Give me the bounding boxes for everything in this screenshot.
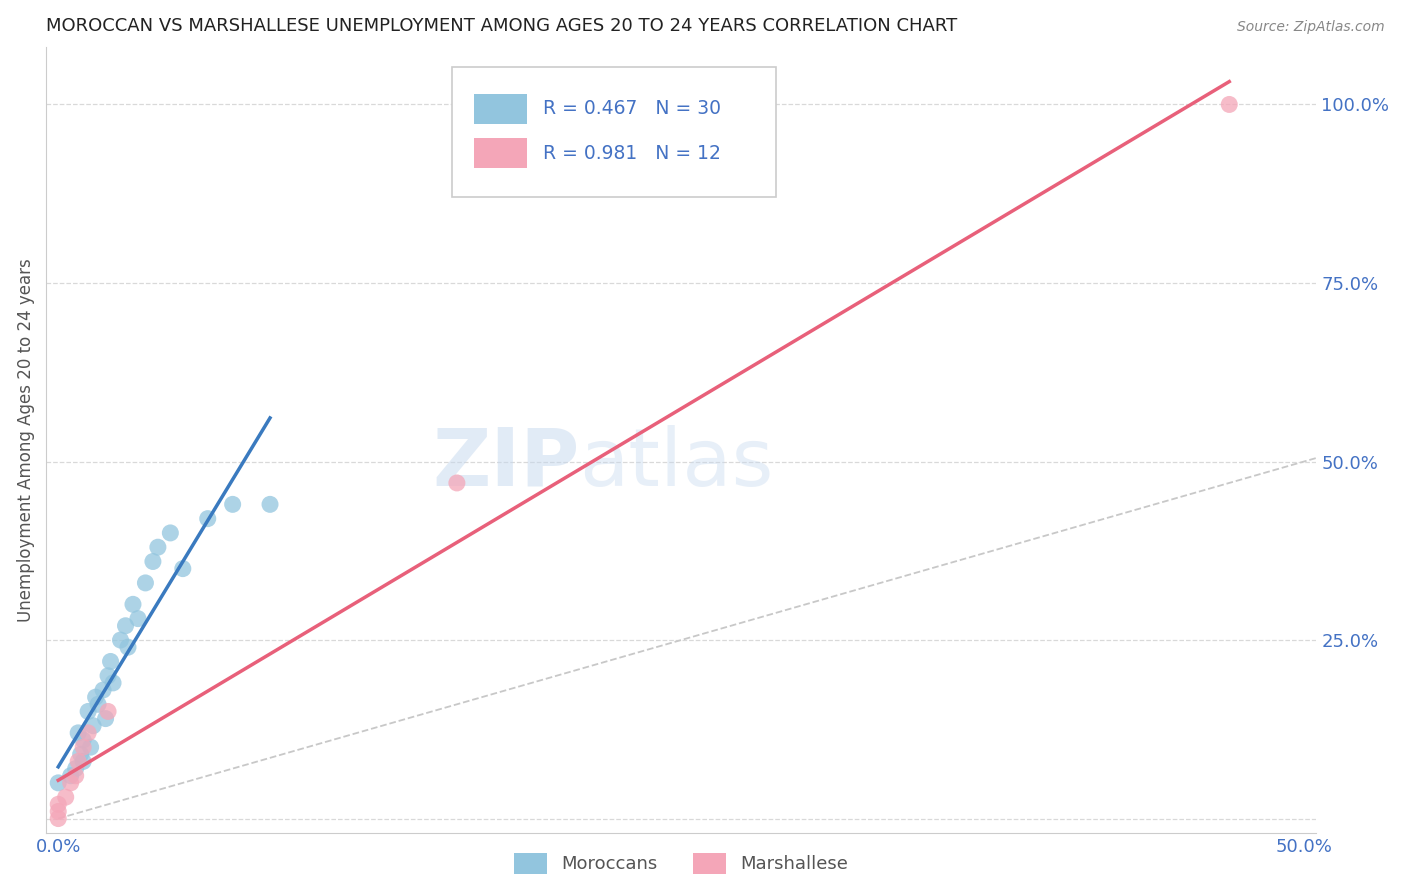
Point	[142, 554, 165, 568]
Point	[101, 676, 124, 690]
Point	[67, 755, 90, 769]
Point	[446, 475, 468, 490]
Point	[114, 619, 136, 633]
Text: Source: ZipAtlas.com: Source: ZipAtlas.com	[1237, 20, 1385, 34]
Point	[82, 719, 104, 733]
Text: atlas: atlas	[579, 425, 773, 503]
Point	[110, 633, 132, 648]
Point	[65, 769, 87, 783]
Point	[77, 705, 100, 719]
Text: R = 0.981   N = 12: R = 0.981 N = 12	[543, 144, 720, 163]
Text: R = 0.467   N = 30: R = 0.467 N = 30	[543, 99, 721, 118]
Point	[87, 698, 110, 712]
Bar	[474, 138, 527, 169]
Point	[84, 690, 107, 705]
FancyBboxPatch shape	[453, 67, 776, 196]
Point	[46, 776, 69, 790]
Point	[97, 669, 120, 683]
Point	[134, 575, 156, 590]
Point	[100, 655, 122, 669]
Legend: Moroccans, Marshallese: Moroccans, Marshallese	[505, 844, 858, 883]
Text: ZIP: ZIP	[432, 425, 579, 503]
Point	[67, 726, 90, 740]
Bar	[474, 94, 527, 123]
Point	[172, 561, 194, 575]
Point	[72, 740, 94, 755]
Point	[91, 683, 114, 698]
Point	[46, 805, 69, 819]
Point	[146, 540, 169, 554]
Point	[94, 712, 117, 726]
Point	[59, 776, 82, 790]
Point	[159, 525, 181, 540]
Point	[197, 511, 219, 525]
Point	[122, 598, 145, 612]
Point	[79, 740, 101, 755]
Y-axis label: Unemployment Among Ages 20 to 24 years: Unemployment Among Ages 20 to 24 years	[17, 258, 35, 622]
Point	[77, 726, 100, 740]
Text: MOROCCAN VS MARSHALLESE UNEMPLOYMENT AMONG AGES 20 TO 24 YEARS CORRELATION CHART: MOROCCAN VS MARSHALLESE UNEMPLOYMENT AMO…	[46, 17, 957, 35]
Point	[65, 762, 87, 776]
Point	[127, 612, 149, 626]
Point	[69, 747, 91, 762]
Point	[259, 497, 281, 511]
Point	[117, 640, 139, 655]
Point	[55, 790, 77, 805]
Point	[46, 812, 69, 826]
Point	[97, 705, 120, 719]
Point	[72, 733, 94, 747]
Point	[59, 769, 82, 783]
Point	[46, 797, 69, 812]
Point	[1218, 97, 1240, 112]
Point	[221, 497, 243, 511]
Point	[72, 755, 94, 769]
